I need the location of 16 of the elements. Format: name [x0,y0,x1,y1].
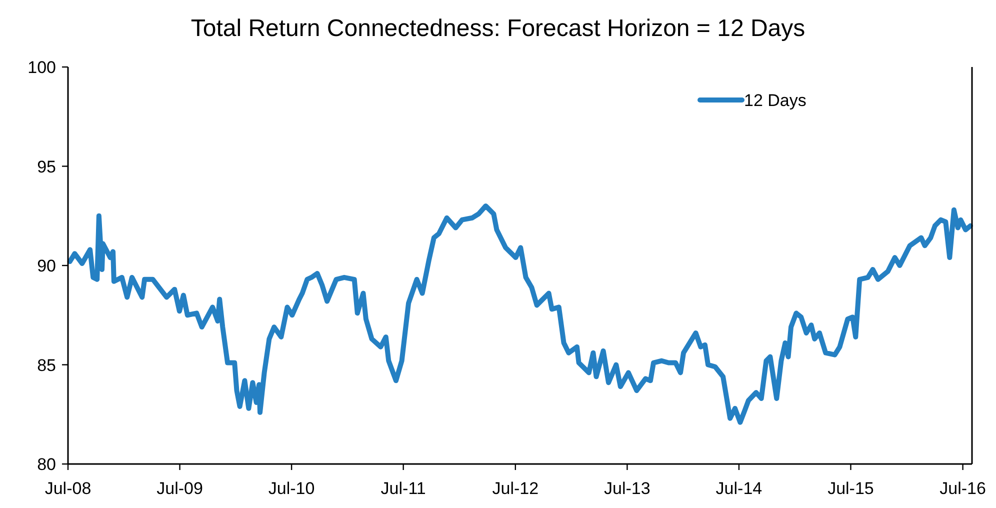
x-tick-label: Jul-14 [716,479,762,498]
y-tick-label: 90 [37,256,56,276]
y-tick-label: 85 [37,356,56,375]
x-tick-label: Jul-10 [268,479,315,498]
y-tick-label: 95 [37,157,56,176]
y-tick-label: 80 [37,455,56,474]
x-tick-label: Jul-08 [44,479,92,498]
x-tick-label: Jul-11 [380,479,426,498]
x-tick-label: Jul-15 [828,479,874,498]
y-tick-label: 100 [28,58,56,77]
chart-title: Total Return Connectedness: Forecast Horizon = 12 Days [190,15,806,42]
x-tick-label: Jul-13 [604,479,650,498]
x-tick-label: Jul-16 [940,479,986,498]
x-tick-label: Jul-12 [492,479,539,498]
x-tick-label: Jul-09 [156,479,203,498]
legend-label: 12 Days [744,91,806,110]
